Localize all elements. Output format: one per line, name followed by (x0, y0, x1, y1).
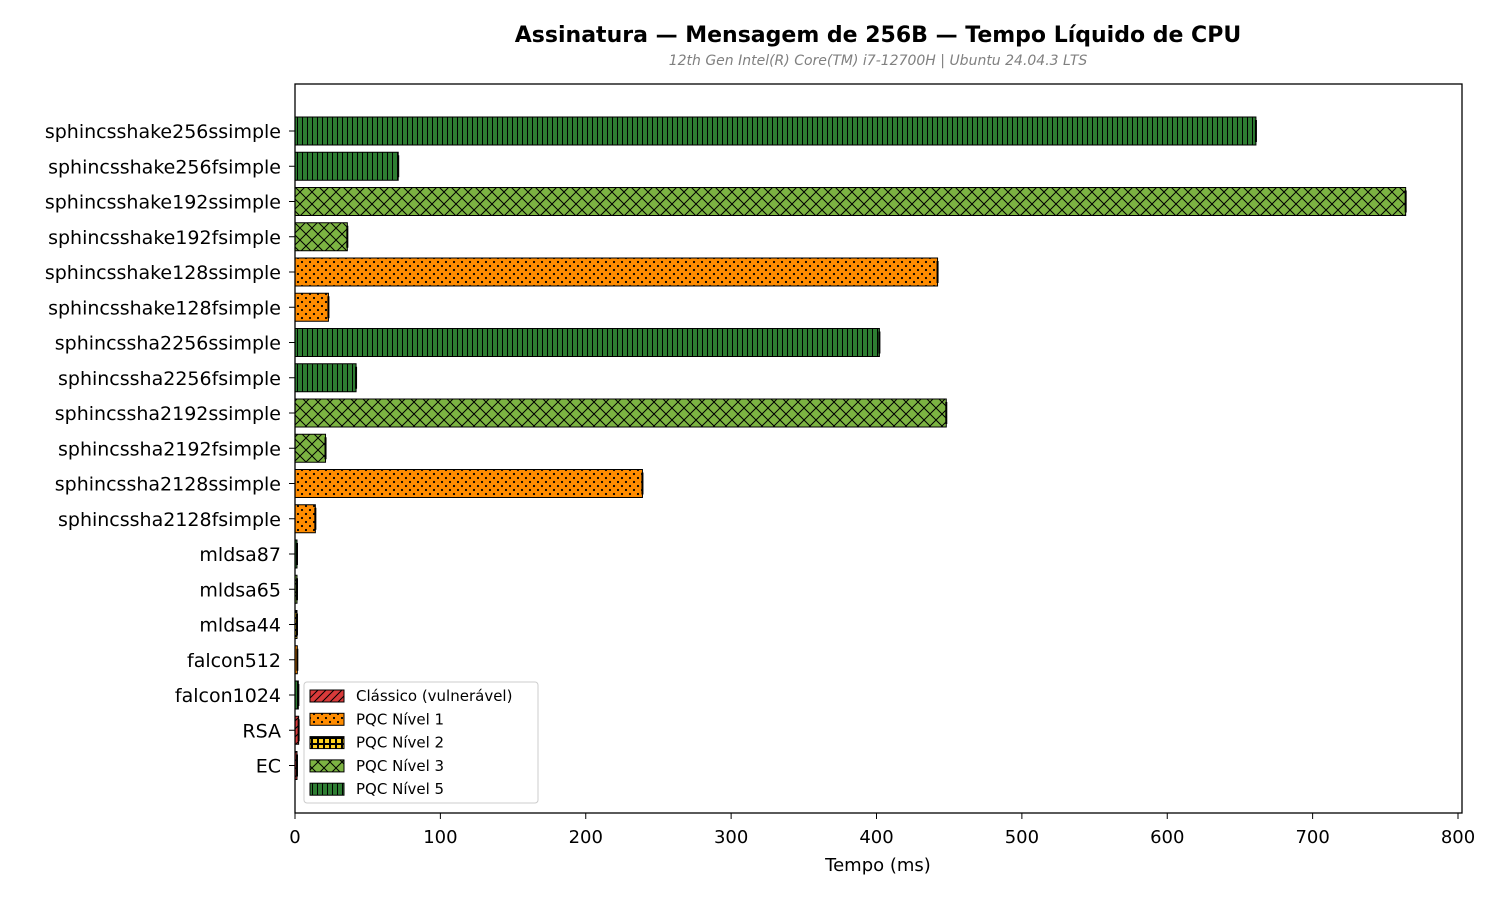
y-tick-label: sphincssha2256fsimple (58, 368, 281, 390)
legend-label-n3: PQC Nível 3 (356, 757, 444, 775)
y-tick-label: mldsa87 (199, 544, 281, 566)
y-tick-label: sphincsshake192fsimple (48, 227, 281, 249)
y-tick-label: falcon1024 (175, 685, 281, 707)
legend-label-n1: PQC Nível 1 (356, 710, 444, 728)
legend-label-n2: PQC Nível 2 (356, 734, 444, 752)
legend-label-classico: Clássico (vulnerável) (356, 687, 512, 705)
bar-sphincsshake128fsimple (294, 292, 329, 322)
y-tick-label: EC (256, 756, 281, 778)
bar-sphincssha2128ssimple (294, 469, 643, 498)
x-tick-label: 800 (1441, 827, 1475, 848)
x-axis: 0 100 200 300 400 500 600 700 800 (289, 813, 1475, 848)
y-tick-label: sphincssha2192ssimple (55, 403, 281, 425)
x-tick-label: 700 (1295, 827, 1329, 848)
x-tick-label: 0 (289, 827, 300, 848)
x-tick-label: 600 (1150, 827, 1184, 848)
legend-box (303, 681, 539, 804)
y-tick-label: sphincsshake192ssimple (45, 192, 281, 214)
bars-group (294, 116, 1407, 780)
y-tick-label: mldsa65 (199, 579, 281, 601)
x-tick-label: 100 (423, 827, 457, 848)
y-tick-label: sphincsshake128fsimple (48, 297, 281, 319)
y-tick-label: sphincssha2128fsimple (58, 509, 281, 531)
bar-sphincsshake128ssimple (294, 257, 939, 287)
bar-sphincssha2128fsimple (294, 504, 316, 534)
bar-sphincssha2192fsimple (294, 433, 327, 463)
y-tick-label: RSA (242, 720, 281, 742)
legend-swatch-n5 (309, 782, 345, 796)
x-axis-label: Tempo (ms) (824, 855, 931, 876)
legend: Clássico (vulnerável) PQC Nível 1 PQC Níve… (303, 681, 539, 804)
legend-swatch-n3 (309, 759, 345, 773)
y-tick-label: sphincsshake256ssimple (45, 121, 281, 143)
y-tick-label: sphincsshake256fsimple (48, 156, 281, 178)
legend-swatch-n1 (309, 712, 345, 726)
y-tick-label: sphincssha2128ssimple (55, 474, 281, 496)
bar-sphincssha2256ssimple (294, 328, 880, 357)
y-tick-label: sphincssha2192fsimple (58, 438, 281, 460)
chart-subtitle: 12th Gen Intel(R) Core(TM) i7-12700H | U… (669, 53, 1088, 69)
y-tick-label: sphincssha2256ssimple (55, 333, 281, 355)
bar-sphincsshake192fsimple (294, 222, 348, 252)
x-tick-label: 500 (1005, 827, 1039, 848)
chart-title: Assinatura — Mensagem de 256B — Tempo Lí… (515, 23, 1241, 48)
bar-sphincssha2192ssimple (294, 398, 947, 428)
bar-sphincsshake256fsimple (294, 151, 399, 181)
y-tick-label: mldsa44 (199, 615, 281, 637)
legend-swatch-classico (309, 689, 345, 703)
legend-swatch-n2 (309, 736, 345, 750)
bar-sphincssha2256fsimple (294, 363, 357, 393)
x-tick-label: 300 (714, 827, 748, 848)
x-tick-label: 400 (859, 827, 893, 848)
y-tick-label: falcon512 (187, 650, 281, 672)
y-axis: sphincsshake256ssimple sphincsshake256fsi… (45, 121, 295, 778)
x-tick-label: 200 (569, 827, 603, 848)
bar-sphincsshake256ssimple (294, 116, 1257, 146)
legend-label-n5: PQC Nível 5 (356, 780, 444, 798)
bar-sphincsshake192ssimple (294, 187, 1407, 216)
y-tick-label: sphincsshake128ssimple (45, 262, 281, 284)
